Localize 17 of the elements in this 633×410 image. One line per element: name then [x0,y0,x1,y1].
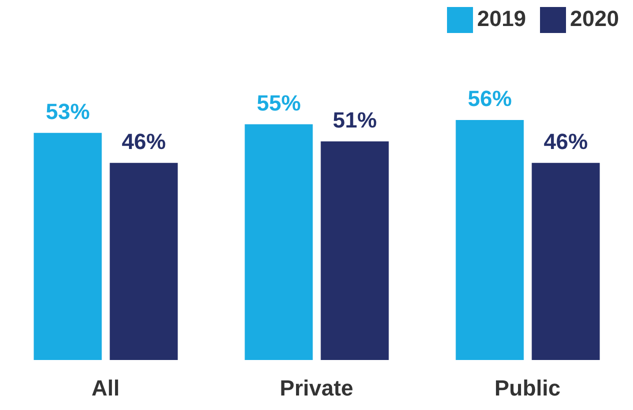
bar [532,162,600,360]
bar [456,120,524,360]
bar [34,132,102,360]
data-label: 56% [468,86,512,111]
bar [110,162,178,360]
legend-label: 2020 [570,6,619,31]
data-label: 46% [544,128,588,154]
bar [244,124,313,360]
legend-label: 2019 [477,6,526,31]
x-tick-label: Private [280,376,354,401]
data-label: 46% [122,128,166,154]
data-label: 53% [46,98,90,124]
x-tick-label: All [91,376,120,401]
data-label: 51% [332,107,377,132]
data-label: 55% [256,90,301,116]
x-tick-label: Public [494,376,561,401]
bar [320,141,389,360]
